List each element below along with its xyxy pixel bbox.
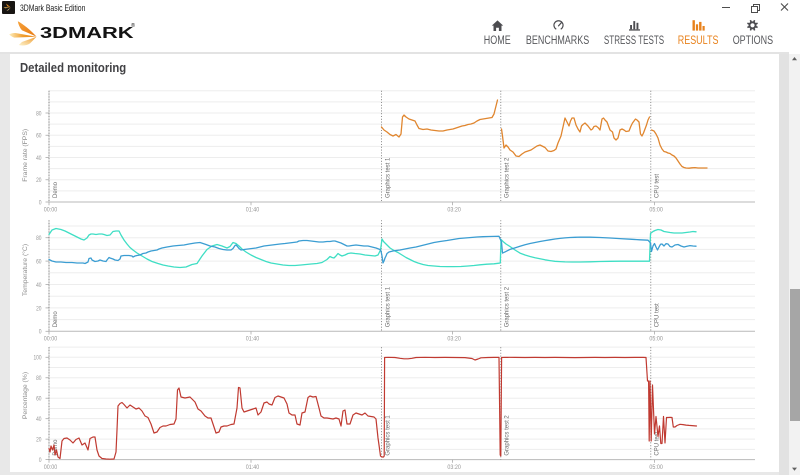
svg-text:80: 80 bbox=[36, 375, 42, 382]
svg-text:05:00: 05:00 bbox=[649, 465, 663, 471]
svg-text:0: 0 bbox=[39, 329, 42, 336]
svg-text:Graphics test 1: Graphics test 1 bbox=[385, 157, 391, 198]
svg-text:CPU test: CPU test bbox=[655, 174, 661, 198]
svg-text:00:00: 00:00 bbox=[44, 465, 58, 471]
svg-text:05:00: 05:00 bbox=[649, 207, 663, 213]
svg-text:03:20: 03:20 bbox=[447, 465, 461, 471]
svg-text:01:40: 01:40 bbox=[246, 465, 260, 471]
svg-text:60: 60 bbox=[36, 396, 42, 403]
svg-text:05:00: 05:00 bbox=[649, 336, 663, 342]
svg-text:00:00: 00:00 bbox=[44, 336, 58, 342]
svg-text:01:40: 01:40 bbox=[246, 336, 260, 342]
svg-text:40: 40 bbox=[36, 155, 42, 162]
svg-text:Graphics test 2: Graphics test 2 bbox=[505, 415, 511, 456]
svg-text:Graphics test 1: Graphics test 1 bbox=[385, 286, 391, 327]
svg-text:80: 80 bbox=[36, 110, 42, 117]
svg-text:0: 0 bbox=[39, 457, 42, 464]
svg-text:Percentage (%): Percentage (%) bbox=[22, 372, 29, 419]
svg-text:20: 20 bbox=[36, 177, 42, 184]
svg-text:20: 20 bbox=[36, 437, 42, 444]
svg-text:03:20: 03:20 bbox=[447, 207, 461, 213]
svg-text:Graphics test 2: Graphics test 2 bbox=[505, 286, 511, 327]
svg-text:60: 60 bbox=[36, 259, 42, 266]
svg-text:40: 40 bbox=[36, 282, 42, 289]
svg-text:Temperature (°C): Temperature (°C) bbox=[21, 244, 29, 296]
svg-text:Demo: Demo bbox=[53, 439, 59, 456]
svg-text:Frame rate (FPS): Frame rate (FPS) bbox=[22, 129, 29, 182]
svg-text:Graphics test 2: Graphics test 2 bbox=[505, 157, 511, 198]
svg-text:CPU test: CPU test bbox=[655, 431, 661, 455]
svg-text:Graphics test 1: Graphics test 1 bbox=[385, 415, 391, 456]
svg-text:01:40: 01:40 bbox=[246, 207, 260, 213]
svg-text:00:00: 00:00 bbox=[44, 207, 58, 213]
svg-text:CPU test: CPU test bbox=[655, 303, 661, 327]
svg-text:Demo: Demo bbox=[53, 181, 59, 198]
svg-text:60: 60 bbox=[36, 133, 42, 140]
svg-text:40: 40 bbox=[36, 416, 42, 423]
svg-text:20: 20 bbox=[36, 305, 42, 312]
svg-text:100: 100 bbox=[34, 355, 42, 362]
svg-text:Demo: Demo bbox=[53, 311, 59, 328]
svg-text:0: 0 bbox=[39, 199, 42, 206]
svg-text:03:20: 03:20 bbox=[447, 336, 461, 342]
svg-text:80: 80 bbox=[36, 235, 42, 242]
